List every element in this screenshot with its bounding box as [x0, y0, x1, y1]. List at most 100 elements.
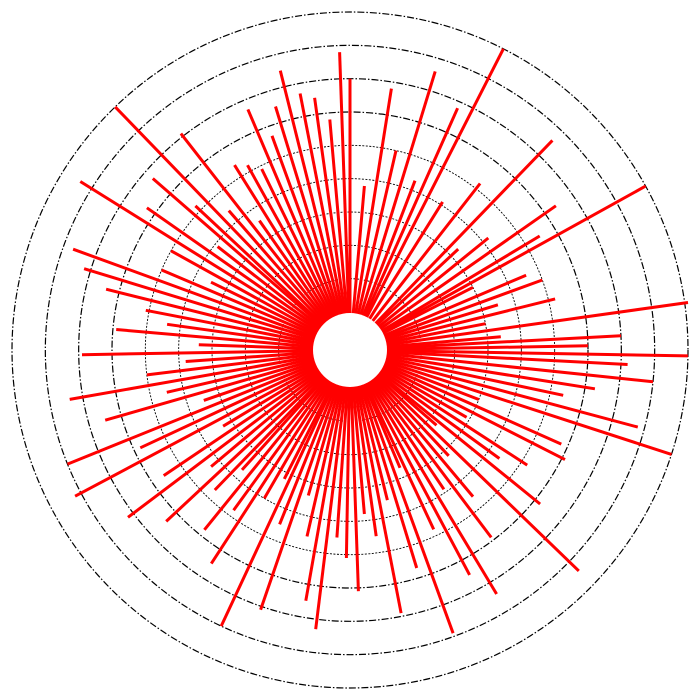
grid-ring-8 — [44, 44, 656, 656]
data-spoke-47 — [363, 377, 471, 576]
data-spoke-85 — [146, 352, 319, 377]
data-spoke-11 — [372, 248, 460, 330]
data-spoke-104 — [227, 209, 331, 327]
data-spoke-37 — [375, 366, 529, 467]
data-spoke-13 — [375, 204, 557, 333]
data-spoke-53 — [354, 381, 403, 614]
data-spoke-7 — [363, 48, 505, 323]
data-spoke-108 — [246, 164, 336, 323]
data-spoke-8 — [365, 201, 444, 324]
data-spoke-89 — [116, 328, 319, 349]
data-spoke-57 — [344, 381, 351, 559]
data-spoke-1 — [351, 185, 366, 319]
data-spoke-100 — [216, 245, 326, 332]
data-spoke-105 — [179, 132, 332, 326]
data-spoke-35 — [377, 363, 566, 461]
data-spoke-28 — [381, 351, 654, 384]
data-spoke-115 — [313, 97, 347, 319]
data-spoke-60 — [304, 381, 346, 602]
grid-ring-2 — [244, 244, 456, 456]
data-spoke-49 — [361, 378, 402, 469]
data-spoke-114 — [298, 93, 346, 319]
data-spoke-80 — [66, 360, 321, 466]
data-spoke-10 — [371, 139, 554, 329]
grid-ring-6 — [111, 111, 589, 589]
data-spoke-62 — [306, 380, 343, 496]
data-spoke-116 — [328, 119, 349, 319]
data-spoke-6 — [361, 107, 459, 322]
data-spoke-4 — [357, 70, 437, 320]
data-spoke-27 — [381, 350, 628, 366]
data-spoke-90 — [166, 322, 319, 347]
data-spoke-95 — [161, 268, 322, 339]
data-spoke-9 — [368, 182, 482, 326]
data-spoke-20 — [380, 297, 556, 344]
data-spoke-2 — [353, 88, 393, 319]
data-spoke-69 — [232, 375, 333, 512]
data-spoke-16 — [377, 285, 474, 337]
data-spoke-56 — [349, 381, 360, 592]
data-spoke-70 — [203, 373, 332, 531]
data-spoke-23 — [381, 335, 501, 349]
data-spoke-94 — [72, 247, 321, 341]
data-spoke-72 — [213, 371, 329, 492]
data-spoke-67 — [263, 376, 336, 500]
data-spoke-87 — [81, 349, 319, 357]
data-spoke-113 — [278, 70, 344, 320]
data-spoke-79 — [139, 362, 322, 450]
data-spoke-97 — [170, 249, 323, 336]
data-spoke-52 — [356, 380, 389, 501]
data-spoke-39 — [373, 368, 542, 506]
data-spoke-30 — [380, 355, 564, 397]
data-spoke-102 — [194, 204, 328, 330]
data-spoke-71 — [240, 372, 330, 471]
data-spoke-32 — [379, 358, 672, 456]
data-spoke-106 — [258, 219, 333, 325]
data-spoke-82 — [104, 357, 320, 422]
data-spoke-76 — [162, 366, 325, 477]
data-spoke-26 — [381, 349, 688, 358]
data-spoke-103 — [114, 105, 329, 329]
data-spoke-55 — [351, 381, 366, 515]
data-spoke-15 — [377, 184, 647, 336]
data-spoke-73 — [165, 370, 328, 523]
data-spoke-24 — [381, 334, 622, 350]
data-spoke-91 — [145, 308, 319, 346]
data-spoke-41 — [371, 371, 580, 572]
grid-ring-9 — [11, 11, 689, 689]
data-spoke-101 — [151, 177, 327, 331]
data-spoke-45 — [366, 375, 446, 491]
data-spoke-93 — [83, 267, 320, 343]
data-spoke-77 — [222, 365, 324, 428]
data-spoke-18 — [379, 278, 543, 341]
data-spoke-33 — [379, 360, 480, 401]
data-spoke-51 — [357, 380, 419, 569]
data-spoke-34 — [378, 361, 562, 446]
data-spoke-98 — [79, 180, 324, 335]
data-spoke-99 — [146, 206, 325, 333]
data-spoke-44 — [368, 374, 493, 539]
data-spoke-25 — [381, 344, 589, 351]
data-spoke-66 — [282, 377, 337, 480]
data-spoke-46 — [365, 376, 498, 595]
data-spoke-88 — [198, 343, 319, 351]
data-spokes — [66, 48, 689, 634]
data-spoke-14 — [376, 234, 541, 335]
data-spoke-81 — [203, 358, 321, 402]
data-spoke-75 — [127, 368, 326, 519]
data-spoke-59 — [314, 381, 348, 630]
data-spoke-65 — [219, 378, 338, 627]
grid-ring-4 — [178, 178, 522, 522]
data-spoke-40 — [373, 369, 438, 427]
data-spoke-61 — [305, 380, 345, 537]
data-spoke-110 — [246, 108, 339, 322]
data-spoke-86 — [185, 350, 319, 363]
grid-ring-7 — [78, 78, 622, 622]
grid-rings — [11, 11, 689, 689]
data-spoke-109 — [260, 168, 338, 322]
data-spoke-19 — [380, 303, 499, 343]
data-spoke-58 — [335, 381, 350, 538]
data-spoke-5 — [360, 180, 417, 321]
